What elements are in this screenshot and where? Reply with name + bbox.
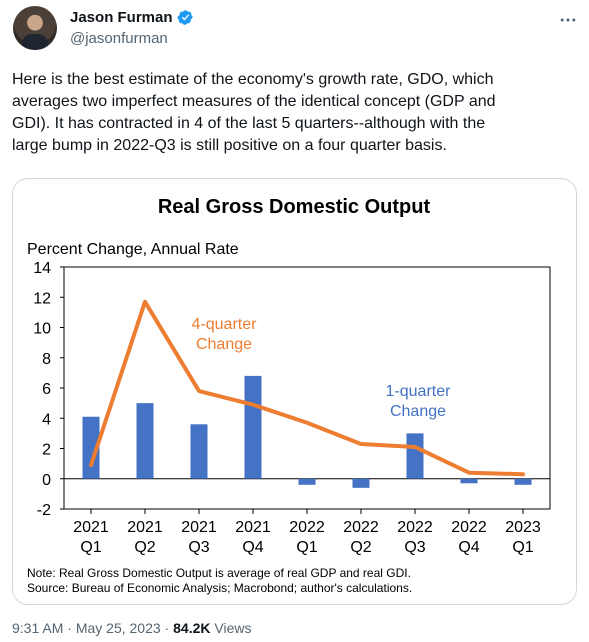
- bar-1-quarter: [244, 375, 262, 479]
- x-tick-label-quarter: Q1: [512, 539, 533, 556]
- y-tick-label: -2: [37, 502, 51, 519]
- y-axis-label: Percent Change, Annual Rate: [27, 241, 239, 258]
- bar-1-quarter: [190, 424, 208, 479]
- chart-source: Source: Bureau of Economic Analysis; Mac…: [27, 581, 412, 595]
- bar-1-quarter: [406, 433, 424, 479]
- y-tick-label: 0: [42, 472, 51, 489]
- chart: Real Gross Domestic Output Percent Chang…: [27, 196, 551, 595]
- bar-1-quarter: [82, 416, 100, 479]
- x-tick-label-year: 2022: [451, 519, 487, 536]
- bar-1-quarter: [514, 478, 532, 485]
- y-tick-label: 14: [33, 260, 51, 277]
- series-label-1-quarter: Change: [390, 403, 446, 420]
- bar-1-quarter: [352, 478, 370, 488]
- y-tick-label: 4: [42, 411, 51, 428]
- y-tick-label: 8: [42, 351, 51, 368]
- author-name-row: Jason Furman: [70, 9, 194, 26]
- bar-1-quarter: [298, 478, 316, 485]
- x-tick-label-quarter: Q1: [80, 539, 101, 556]
- x-tick-label-year: 2021: [73, 519, 109, 536]
- x-tick-label-quarter: Q3: [188, 539, 209, 556]
- y-tick-label: 10: [33, 321, 51, 338]
- x-tick-label-year: 2022: [397, 519, 433, 536]
- bar-1-quarter: [136, 403, 154, 479]
- avatar[interactable]: [13, 6, 57, 50]
- x-tick-label-year: 2021: [235, 519, 271, 536]
- line-4-quarter: [89, 299, 525, 477]
- verified-badge-icon[interactable]: [177, 9, 194, 26]
- meta-separator: ·: [160, 620, 174, 636]
- x-tick-label-quarter: Q4: [458, 539, 479, 556]
- bar-1-quarter: [460, 478, 478, 484]
- x-tick-label-quarter: Q2: [134, 539, 155, 556]
- x-tick-label-year: 2022: [343, 519, 379, 536]
- views-count[interactable]: 84.2K: [173, 620, 211, 636]
- author-display-name[interactable]: Jason Furman: [70, 9, 173, 26]
- x-tick-label-year: 2021: [127, 519, 163, 536]
- plot-area: -2 0 2 4 6 8 10 12 14 2021 Q1 2021 Q2 2021 Q3 2021 Q4 202…: [33, 260, 551, 556]
- series-label-4-quarter: 4-quarter: [192, 316, 258, 333]
- x-tick-label-quarter: Q4: [242, 539, 263, 556]
- tweet-text: Here is the best estimate of the economy…: [12, 71, 496, 154]
- chart-note: Note: Real Gross Domestic Output is aver…: [27, 566, 411, 580]
- x-tick-label-year: 2022: [289, 519, 325, 536]
- x-tick-label-quarter: Q3: [404, 539, 425, 556]
- y-tick-label: 6: [42, 381, 51, 398]
- series-label-1-quarter: 1-quarter: [386, 383, 452, 400]
- tweet-time[interactable]: 9:31 AM: [12, 620, 64, 636]
- more-options-icon[interactable]: [556, 8, 580, 32]
- tweet-meta: 9:31 AM · May 25, 2023 · 84.2K Views: [12, 620, 251, 636]
- y-tick-label: 2: [42, 442, 51, 459]
- chart-title: Real Gross Domestic Output: [158, 196, 431, 218]
- x-tick-label-year: 2023: [505, 519, 541, 536]
- chart-image[interactable]: Real Gross Domestic Output Percent Chang…: [12, 178, 577, 605]
- x-tick-label-quarter: Q2: [350, 539, 371, 556]
- x-tick-label-quarter: Q1: [296, 539, 317, 556]
- x-tick-label-year: 2021: [181, 519, 217, 536]
- series-label-4-quarter: Change: [196, 336, 252, 353]
- author-handle[interactable]: @jasonfurman: [70, 30, 168, 47]
- y-tick-label: 12: [33, 290, 51, 307]
- views-label: Views: [210, 620, 252, 636]
- meta-separator: ·: [63, 620, 76, 636]
- tweet-date[interactable]: May 25, 2023: [75, 620, 161, 636]
